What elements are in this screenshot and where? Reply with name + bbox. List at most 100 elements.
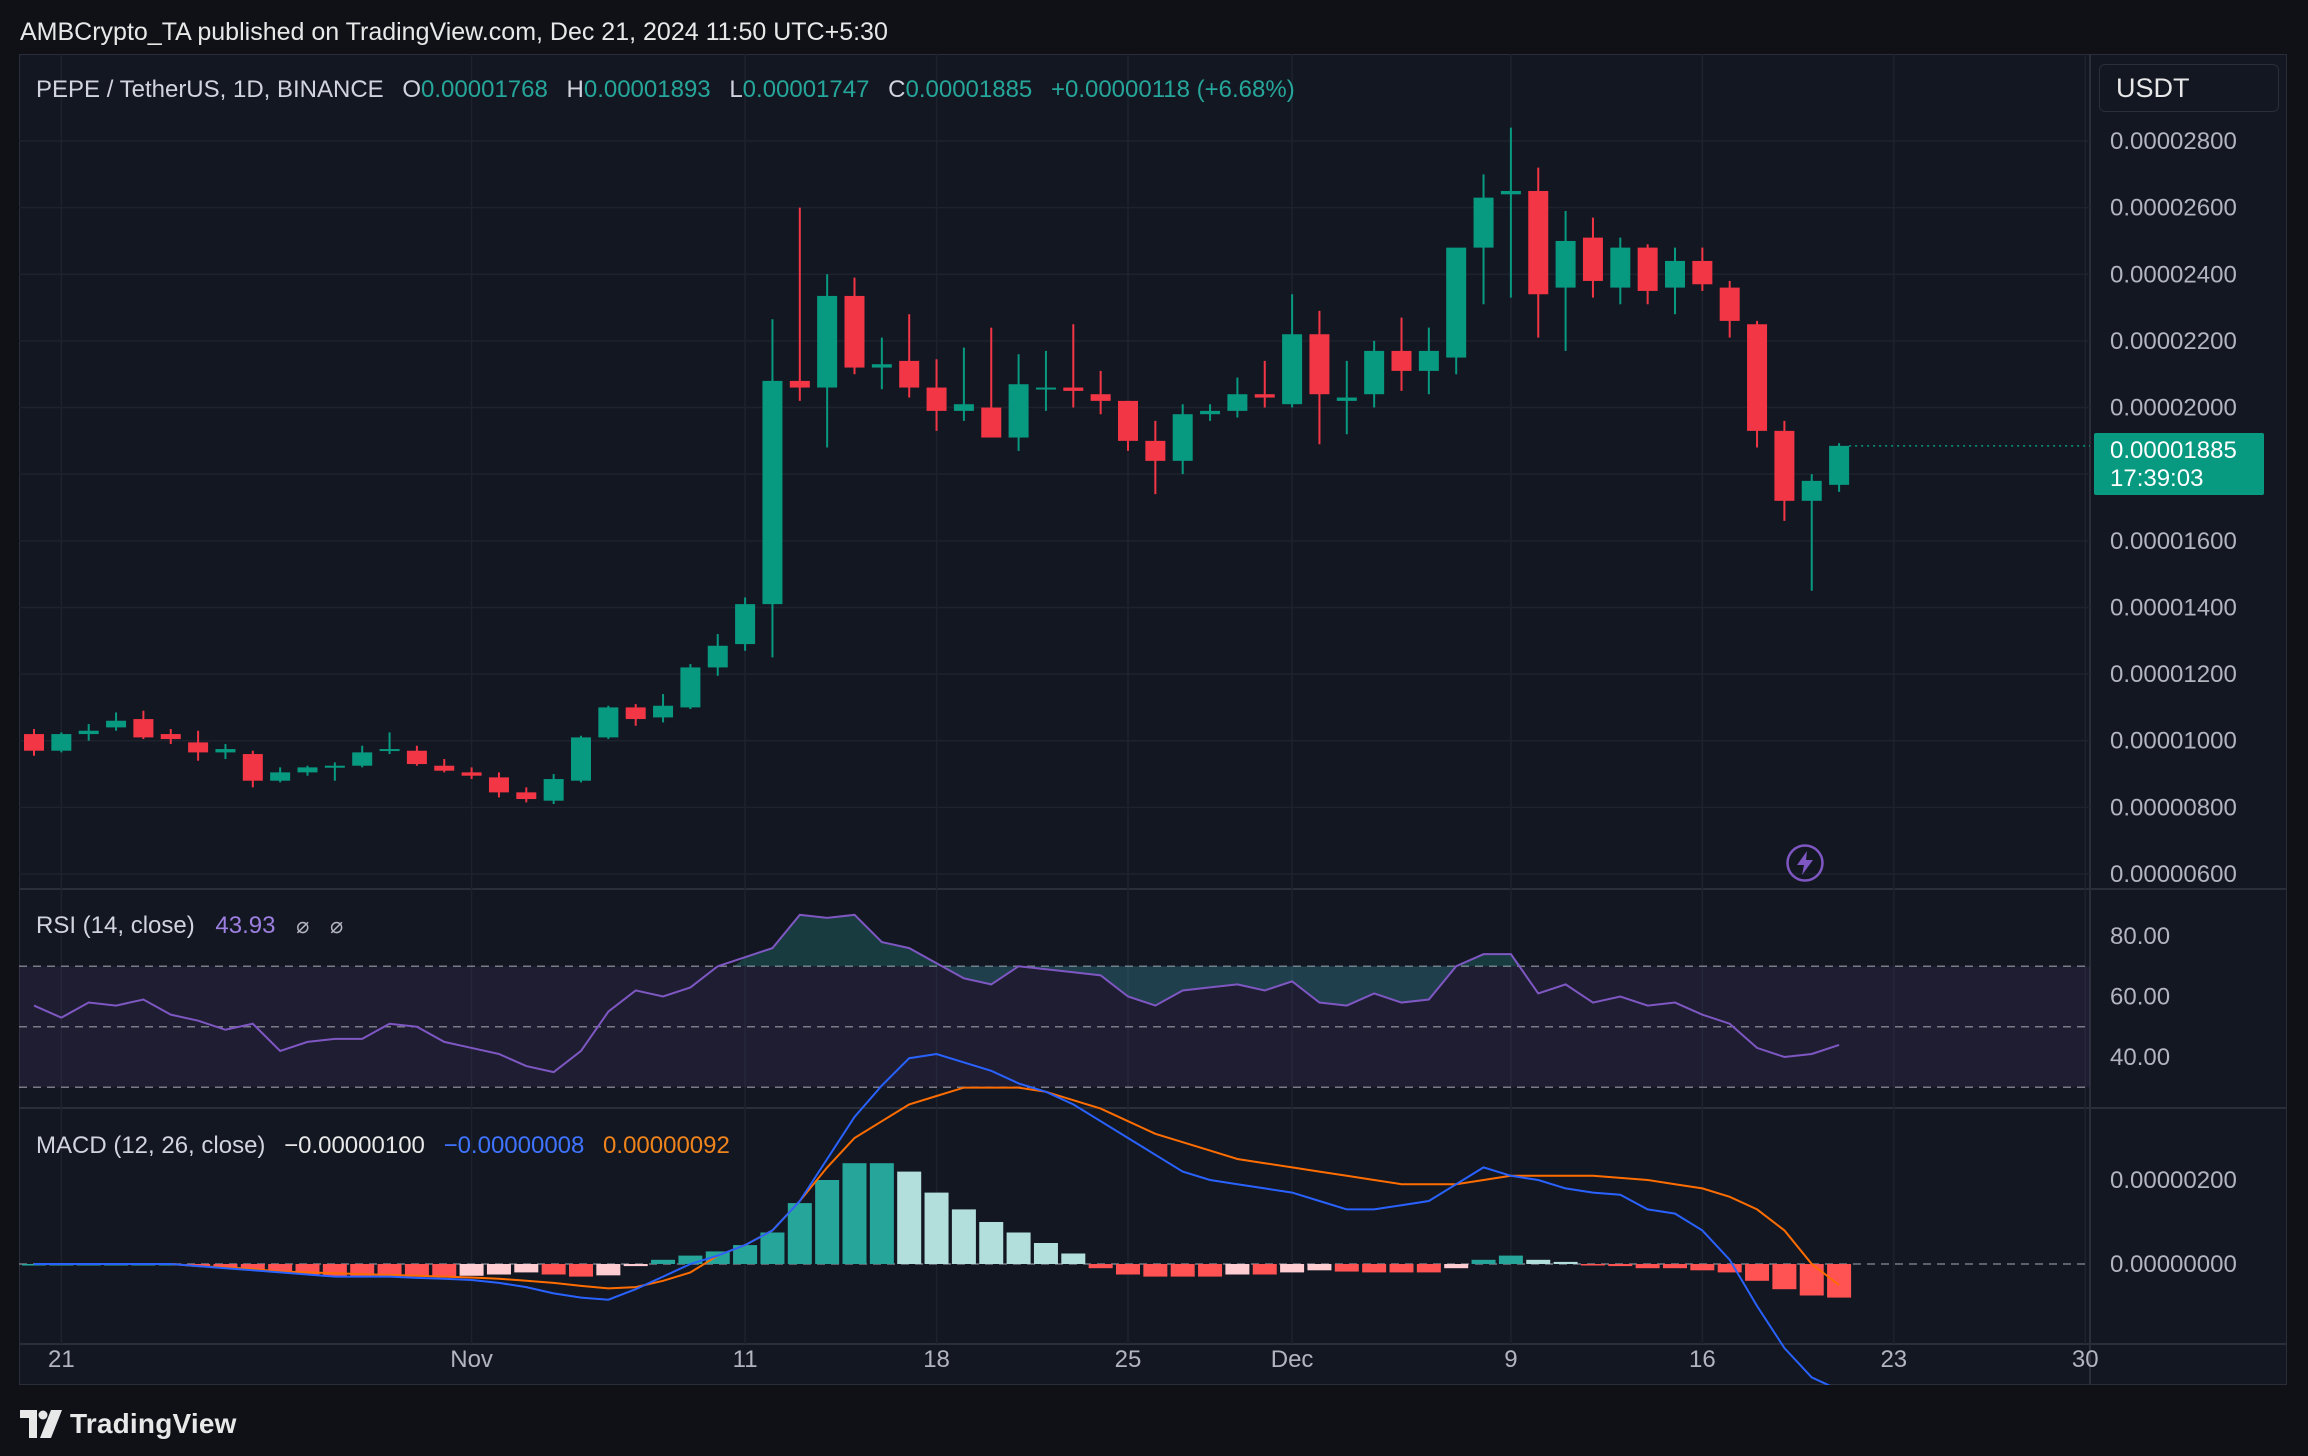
candle-body (1145, 440, 1166, 461)
candle-body (24, 734, 44, 751)
candle-body (1555, 240, 1576, 288)
macd-signal-line (34, 1086, 1840, 1290)
candle-body (543, 779, 564, 801)
macd-histogram-bar (1143, 1264, 1168, 1277)
close-value: 0.00001885 (905, 76, 1033, 103)
rsi-overbought-fill (734, 914, 1522, 1006)
candle-body (1418, 350, 1439, 371)
candle-body (1500, 190, 1521, 195)
time-axis-label: 30 (2072, 1346, 2099, 1373)
candle-body (1582, 237, 1603, 281)
price-axis-label: 0.00002200 (2110, 328, 2237, 355)
macd-legend[interactable]: MACD (12, 26, close) −0.00000100 −0.0000… (36, 1132, 730, 1160)
macd-histogram-bar (404, 1264, 429, 1277)
lightning-bolt-icon[interactable] (1785, 843, 1825, 883)
bar-countdown: 17:39:03 (2110, 465, 2204, 492)
time-axis-label: 25 (1115, 1346, 1142, 1373)
candle-body (1665, 260, 1685, 288)
time-axis-label: Dec (1271, 1346, 1314, 1373)
candle-body (953, 404, 974, 411)
low-value: 0.00001747 (742, 76, 870, 103)
candle-body (215, 749, 236, 753)
candle-body (1391, 350, 1412, 371)
macd-histogram-bar (186, 1264, 211, 1267)
macd-line-value: −0.00000008 (443, 1132, 585, 1159)
candle-body (1063, 387, 1084, 391)
candle-body (1336, 397, 1357, 401)
low-key: L (729, 76, 743, 103)
time-axis-label: Nov (450, 1346, 493, 1373)
rsi-line (33, 913, 1840, 1074)
macd-histogram-bar (1608, 1264, 1633, 1267)
macd-histogram-bar (1717, 1264, 1742, 1273)
macd-histogram-bar (1334, 1264, 1359, 1272)
rsi-axis-label: 40.00 (2110, 1044, 2170, 1071)
time-axis-label: 16 (1689, 1346, 1716, 1373)
price-axis-label: 0.00001000 (2110, 728, 2237, 755)
chart-svg[interactable]: 0.00002800 0.00002600 0.00002400 0.00002200… (19, 54, 2287, 1385)
candle-body (1172, 414, 1193, 461)
macd-histogram-bar (869, 1163, 894, 1264)
candle-body (1282, 334, 1303, 405)
symbol-label[interactable]: PEPE / TetherUS, 1D, BINANCE (36, 76, 384, 103)
chart-frame[interactable] (19, 54, 2287, 1385)
candle-body (1254, 394, 1275, 398)
rsi-axis-label: 80.00 (2110, 923, 2170, 950)
macd-histogram-bar (1580, 1264, 1605, 1266)
macd-histogram-bar (569, 1264, 593, 1277)
currency-button[interactable]: USDT (2099, 64, 2279, 112)
macd-histogram-bar (1170, 1264, 1195, 1277)
macd-signal-value: 0.00000092 (603, 1132, 730, 1159)
time-axis-label: 23 (1880, 1346, 1907, 1373)
candle-body (1801, 480, 1822, 501)
macd-histogram-bar (1088, 1264, 1113, 1269)
price-axis-label: 0.00001200 (2110, 661, 2237, 688)
macd-histogram-bar (1690, 1264, 1715, 1271)
macd-histogram-bar (295, 1264, 320, 1275)
price-axis-label: 0.00002000 (2110, 395, 2237, 422)
macd-histogram-bar (1362, 1264, 1387, 1273)
tradingview-logo[interactable]: TradingView (20, 1404, 237, 1444)
candle-body (352, 752, 373, 766)
candle-body (1637, 247, 1658, 291)
macd-histogram-bar (897, 1171, 922, 1264)
candle-body (1227, 394, 1248, 411)
candle-body (488, 777, 509, 793)
candle-body (461, 772, 482, 776)
candle-body (762, 380, 783, 605)
macd-histogram-bar (1526, 1259, 1551, 1264)
macd-histogram-bar (623, 1264, 648, 1267)
candle-body (735, 604, 756, 645)
macd-hist-value: −0.00000100 (284, 1132, 425, 1159)
open-key: O (402, 76, 422, 103)
price-axis-label: 0.00002400 (2110, 261, 2237, 288)
macd-histogram-bar (1799, 1264, 1824, 1296)
macd-histogram-bar (377, 1264, 402, 1277)
macd-histogram-bar (1389, 1264, 1414, 1273)
candle-body (817, 295, 838, 388)
time-axis-label: 11 (733, 1346, 758, 1373)
macd-histogram-bar (1635, 1264, 1660, 1269)
price-axis-label: 0.00002800 (2110, 128, 2237, 155)
macd-histogram-bar (678, 1255, 703, 1264)
macd-histogram-bar (1006, 1232, 1031, 1264)
macd-histogram-bar (1553, 1261, 1578, 1264)
candle-body (653, 705, 674, 718)
time-axis-label: 9 (1504, 1346, 1517, 1373)
macd-histogram-bar (1307, 1264, 1332, 1271)
candle-body (434, 765, 455, 771)
rsi-name: RSI (14, close) (36, 912, 195, 939)
candle-body (1364, 350, 1385, 395)
rsi-na-icon-2: ⌀ (330, 913, 344, 938)
macd-histogram-bar (541, 1264, 566, 1275)
macd-histogram-bar (213, 1264, 238, 1269)
tradingview-logo-icon (20, 1410, 62, 1438)
candle-body (899, 360, 920, 388)
candle-body (1008, 384, 1029, 438)
macd-histogram-bar (1498, 1255, 1523, 1264)
rsi-legend[interactable]: RSI (14, close) 43.93 ⌀ ⌀ (36, 912, 343, 940)
candle-body (1719, 287, 1740, 321)
candle-body (1090, 394, 1111, 401)
macd-line (34, 1052, 1831, 1385)
macd-histogram-bar (1444, 1264, 1469, 1269)
